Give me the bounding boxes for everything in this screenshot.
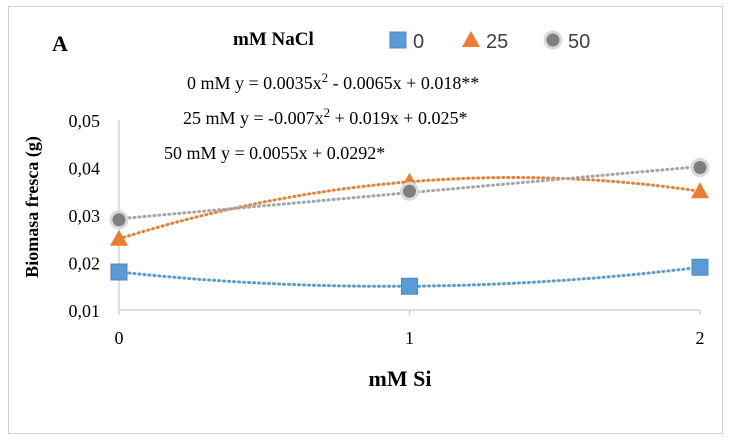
data-point-0 [110,263,128,281]
legend-label: 25 [486,31,508,53]
legend-label: 0 [413,31,424,53]
markers [109,158,710,295]
legend-marker-25 [462,31,480,47]
x-tick-label: 2 [696,328,705,348]
trendline-equations: 0 mM y = 0.0035x2 - 0.0065x + 0.018** 25 … [164,70,479,163]
data-point-50 [400,181,419,201]
y-tick-label: 0,02 [69,254,101,274]
data-point-25 [691,182,709,199]
y-tick-label: 0,05 [69,111,101,131]
x-tick-label: 1 [405,328,414,348]
data-point-25 [110,229,128,246]
trendline-equation: 50 mM y = 0.0055x + 0.0292* [164,143,385,163]
data-point-0 [691,258,709,276]
x-axis-label: mM Si [369,366,432,391]
trendline-equation: 0 mM y = 0.0035x2 - 0.0065x + 0.018** [187,70,479,93]
legend-title: mM NaCl [233,29,314,50]
legend-marker-0 [389,31,407,49]
y-tick-label: 0,04 [69,159,101,179]
y-axis-label: Biomasa fresca (g) [22,136,43,278]
legend-label: 50 [568,31,590,53]
y-tick-label: 0,03 [69,206,101,226]
data-point-0 [401,277,418,295]
legend-marker-50 [543,30,563,50]
y-tick-label: 0,01 [69,301,101,321]
x-tick-label: 0 [115,328,124,348]
data-point-50 [690,158,710,177]
panel-label: A [52,31,68,56]
data-point-50 [109,210,129,230]
trendline-equation: 25 mM y = -0.007x2 + 0.019x + 0.025* [183,105,467,128]
legend: 0 25 50 [389,30,590,53]
